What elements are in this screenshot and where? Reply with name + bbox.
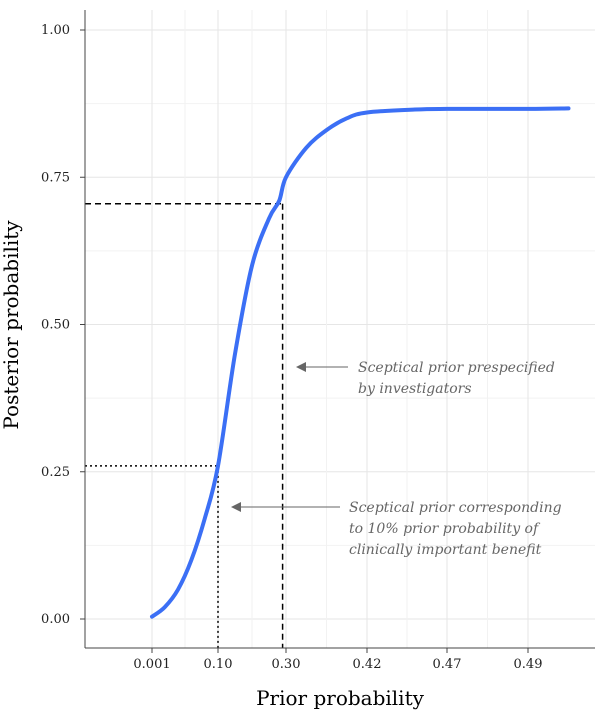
x-tick-label: 0.42 <box>353 657 382 672</box>
y-tick-label: 1.00 <box>41 23 70 38</box>
y-tick-label: 0.25 <box>41 465 70 480</box>
posterior-curve <box>150 106 571 619</box>
x-tick-label: 0.10 <box>204 657 233 672</box>
x-tick-label: 0.49 <box>514 657 543 672</box>
series <box>150 106 571 619</box>
y-tick-label: 0.75 <box>41 170 70 185</box>
x-tick-label: 0.30 <box>272 657 301 672</box>
tick-labels: 0.00 0.25 0.50 0.75 1.00 0.001 0.10 0.30 0.42 0.4… <box>41 23 542 672</box>
axes <box>84 10 595 649</box>
grid <box>85 10 595 648</box>
annotations: Sceptical prior prespecified by investiga… <box>231 360 562 558</box>
x-tick-label: 0.001 <box>133 657 170 672</box>
x-axis-title: Prior probability <box>256 686 425 710</box>
y-tick-label: 0.00 <box>41 612 70 627</box>
annotation-arrow-head <box>296 362 306 372</box>
annotation-text-line: clinically important benefit <box>349 542 542 558</box>
annotation-text-line: to 10% prior probability of <box>349 521 541 537</box>
y-axis-title: Posterior probability <box>0 220 23 430</box>
annotation-text-line: by investigators <box>358 381 472 397</box>
annotation-text-line: Sceptical prior prespecified <box>358 360 555 376</box>
annotation-arrow-head <box>231 502 241 512</box>
y-tick-label: 0.50 <box>41 318 70 333</box>
reference-lines <box>85 203 284 648</box>
x-tick-label: 0.47 <box>433 657 462 672</box>
annotation-text-line: Sceptical prior corresponding <box>349 500 562 516</box>
